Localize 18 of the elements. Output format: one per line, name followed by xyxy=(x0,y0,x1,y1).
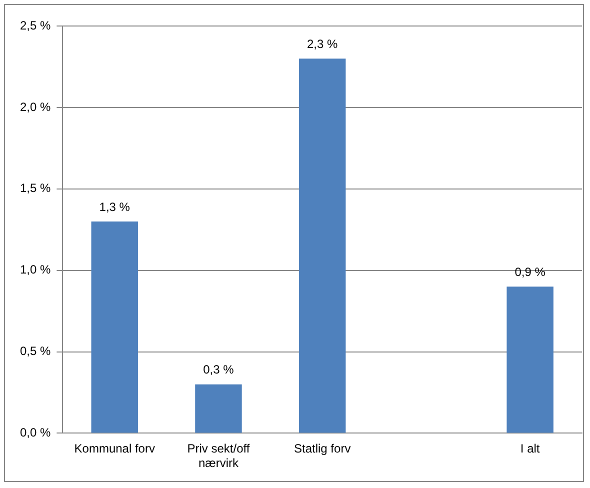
y-tick-label: 2,5 % xyxy=(20,18,52,32)
x-tick-label: Priv sekt/off nærvirk xyxy=(187,442,250,470)
y-tick-label: 1,5 % xyxy=(20,181,52,196)
data-label: 0,3 % xyxy=(203,362,234,377)
data-label: 0,9 % xyxy=(514,264,546,279)
bar xyxy=(195,384,242,433)
x-tick-label: Kommunal forv xyxy=(74,442,155,456)
y-tick-label: 0,0 % xyxy=(20,426,52,440)
y-tick-label: 0,5 % xyxy=(20,344,52,358)
bar xyxy=(506,286,554,433)
x-tick-label: Statlig forv xyxy=(294,442,351,456)
y-tick-label: 1,0 % xyxy=(20,262,52,277)
y-tick-label: 2,0 % xyxy=(20,100,52,114)
data-label: 2,3 % xyxy=(307,36,338,51)
data-label: 1,3 % xyxy=(99,200,130,214)
bar xyxy=(298,58,346,433)
x-tick-label: I alt xyxy=(520,442,540,456)
bar xyxy=(91,221,138,433)
